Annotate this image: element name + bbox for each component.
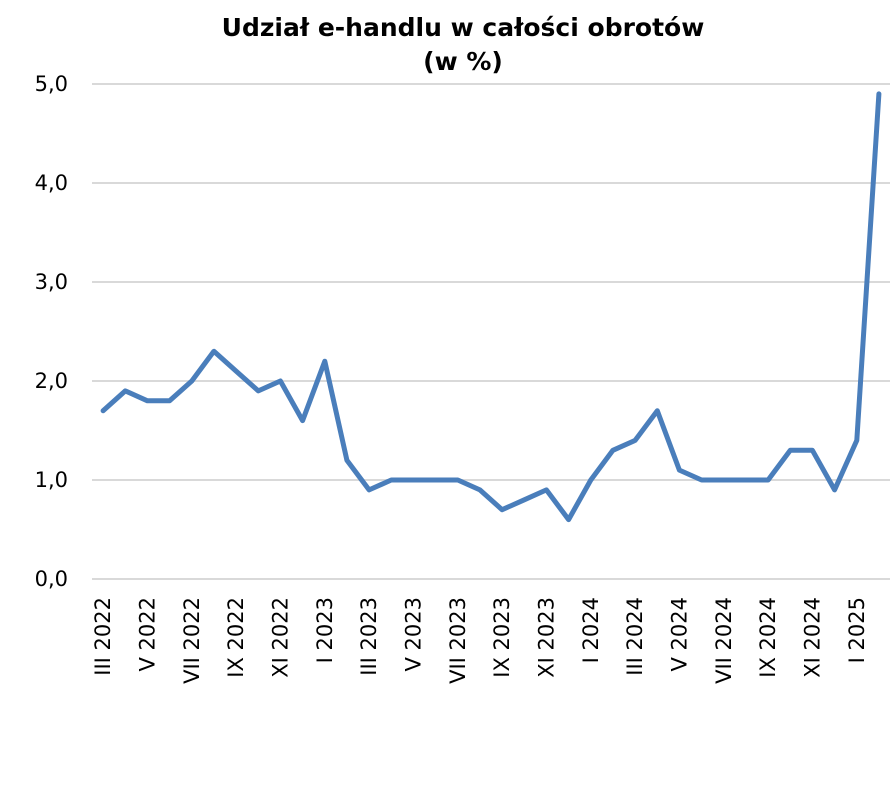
x-tick-label: V 2023 (401, 597, 425, 671)
x-tick-label: V 2022 (135, 597, 159, 671)
chart-title: (w %) (423, 47, 503, 76)
x-tick-label: I 2025 (845, 597, 869, 663)
x-tick-label: IX 2024 (756, 597, 780, 678)
x-tick-label: XI 2023 (534, 597, 558, 678)
y-tick-label: 3,0 (35, 270, 68, 294)
x-tick-label: I 2023 (313, 597, 337, 663)
data-line (100, 91, 882, 523)
y-tick-label: 2,0 (35, 369, 68, 393)
x-tick-label: VII 2023 (446, 597, 470, 684)
x-tick-label: XI 2022 (268, 597, 292, 678)
y-tick-label: 5,0 (35, 72, 68, 96)
chart-title: Udział e-handlu w całości obrotów (222, 13, 705, 42)
x-tick-label: XI 2024 (800, 597, 824, 678)
x-tick-label: III 2023 (357, 597, 381, 676)
x-tick-label: VII 2022 (180, 597, 204, 684)
x-tick-label: III 2024 (623, 597, 647, 676)
x-tick-label: III 2022 (91, 597, 115, 676)
x-tick-label: I 2024 (579, 597, 603, 663)
y-tick-label: 4,0 (35, 171, 68, 195)
x-tick-label: IX 2023 (490, 597, 514, 678)
x-tick-label: IX 2022 (224, 597, 248, 678)
x-tick-label: VII 2024 (712, 597, 736, 684)
x-tick-label: V 2024 (667, 597, 691, 671)
y-tick-label: 0,0 (35, 567, 68, 591)
y-tick-label: 1,0 (35, 468, 68, 492)
